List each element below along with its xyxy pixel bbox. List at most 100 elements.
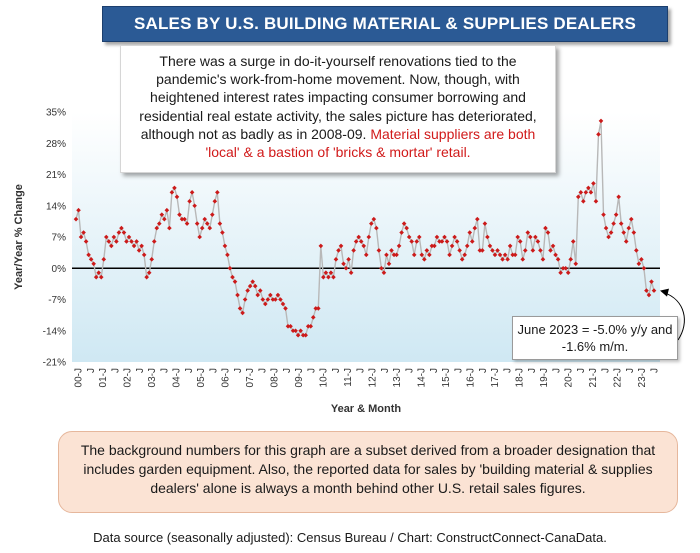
data-point: [459, 257, 465, 262]
data-point: [290, 328, 296, 334]
annotation-arrowhead: [660, 288, 669, 297]
data-point: [530, 248, 536, 253]
x-tick-label: J: [625, 368, 636, 373]
data-point: [444, 239, 450, 244]
data-point: [361, 243, 367, 249]
x-tick-label: J: [551, 368, 562, 373]
y-tick-label: -14%: [43, 326, 66, 337]
data-point: [300, 332, 306, 338]
data-point: [482, 221, 488, 226]
data-point: [618, 221, 624, 226]
data-point: [374, 225, 379, 231]
data-point: [288, 323, 293, 329]
x-tick-label: 08-J: [270, 368, 281, 387]
data-point: [204, 221, 210, 226]
data-point: [389, 248, 394, 253]
data-point: [644, 288, 649, 293]
data-point: [649, 279, 654, 284]
data-point: [379, 265, 384, 271]
data-point: [169, 190, 175, 195]
data-point: [487, 243, 493, 249]
data-point: [275, 292, 281, 298]
data-point: [434, 234, 440, 240]
x-tick-label: J: [404, 368, 415, 373]
data-point: [280, 301, 286, 307]
x-tick-label: J: [306, 368, 317, 373]
data-point: [419, 252, 425, 258]
data-point: [209, 212, 215, 217]
x-tick-label: 15-J: [441, 368, 452, 387]
data-point: [91, 261, 96, 267]
data-point: [177, 212, 182, 217]
x-tick-label: J: [208, 368, 219, 373]
x-tick-label: 16-J: [466, 368, 477, 387]
data-point: [646, 292, 652, 298]
data-point: [583, 190, 589, 195]
data-point: [308, 323, 314, 329]
data-point: [86, 252, 91, 258]
y-tick-label: 21%: [46, 170, 66, 181]
data-point: [353, 239, 359, 244]
x-tick-label: 03-J: [147, 368, 158, 387]
commentary-callout: There was a surge in do-it-yourself reno…: [120, 45, 556, 173]
data-point: [197, 234, 202, 240]
data-point: [278, 297, 283, 302]
data-point: [651, 288, 657, 293]
data-point: [424, 248, 430, 253]
callout-main-text: There was a surge in do-it-yourself reno…: [139, 53, 537, 142]
data-point: [560, 265, 566, 271]
data-point: [351, 248, 356, 253]
data-point: [154, 225, 160, 231]
data-point: [235, 292, 240, 298]
x-tick-label: 14-J: [417, 368, 428, 387]
data-point: [336, 248, 341, 253]
data-point: [414, 239, 420, 244]
data-point: [268, 292, 273, 298]
data-point: [603, 225, 609, 231]
data-point: [217, 221, 223, 226]
y-tick-label: -7%: [48, 295, 66, 306]
data-point: [245, 288, 250, 293]
data-point: [184, 221, 190, 226]
data-point: [381, 270, 387, 276]
data-point: [588, 190, 594, 195]
data-point: [553, 252, 558, 258]
data-point: [114, 239, 119, 244]
data-point: [212, 198, 218, 204]
data-point: [348, 270, 354, 276]
data-point: [179, 216, 185, 222]
data-point: [596, 132, 601, 137]
data-point: [109, 243, 114, 249]
x-tick-label: J: [650, 368, 661, 373]
data-point: [172, 185, 177, 191]
x-tick-label: 13-J: [392, 368, 403, 387]
data-point: [477, 248, 483, 253]
june-2023-annotation: June 2023 = -5.0% y/y and -1.6% m/m.: [512, 316, 678, 360]
data-point: [323, 270, 329, 276]
data-point: [260, 297, 266, 302]
annotation-line-1: June 2023 = -5.0% y/y and: [517, 322, 673, 337]
data-point: [321, 274, 326, 280]
data-point: [563, 265, 568, 271]
data-source: Data source (seasonally adjusted): Censu…: [93, 530, 607, 545]
data-point: [358, 239, 364, 244]
data-point: [396, 243, 402, 249]
data-point: [628, 216, 634, 222]
data-point: [93, 274, 99, 280]
data-point: [621, 230, 627, 235]
data-point: [207, 225, 213, 231]
data-point: [318, 243, 324, 249]
x-tick-label: 00-J: [74, 368, 85, 387]
data-point: [510, 252, 515, 258]
y-axis-title: Year/Year % Change: [13, 184, 25, 290]
data-point: [442, 234, 447, 240]
data-point: [535, 239, 541, 244]
data-point: [192, 203, 197, 209]
data-point: [298, 328, 303, 334]
data-point: [139, 243, 144, 249]
data-point: [164, 207, 170, 213]
data-point: [313, 306, 319, 311]
data-point: [111, 234, 117, 240]
data-point: [134, 239, 139, 244]
data-point: [88, 257, 94, 262]
